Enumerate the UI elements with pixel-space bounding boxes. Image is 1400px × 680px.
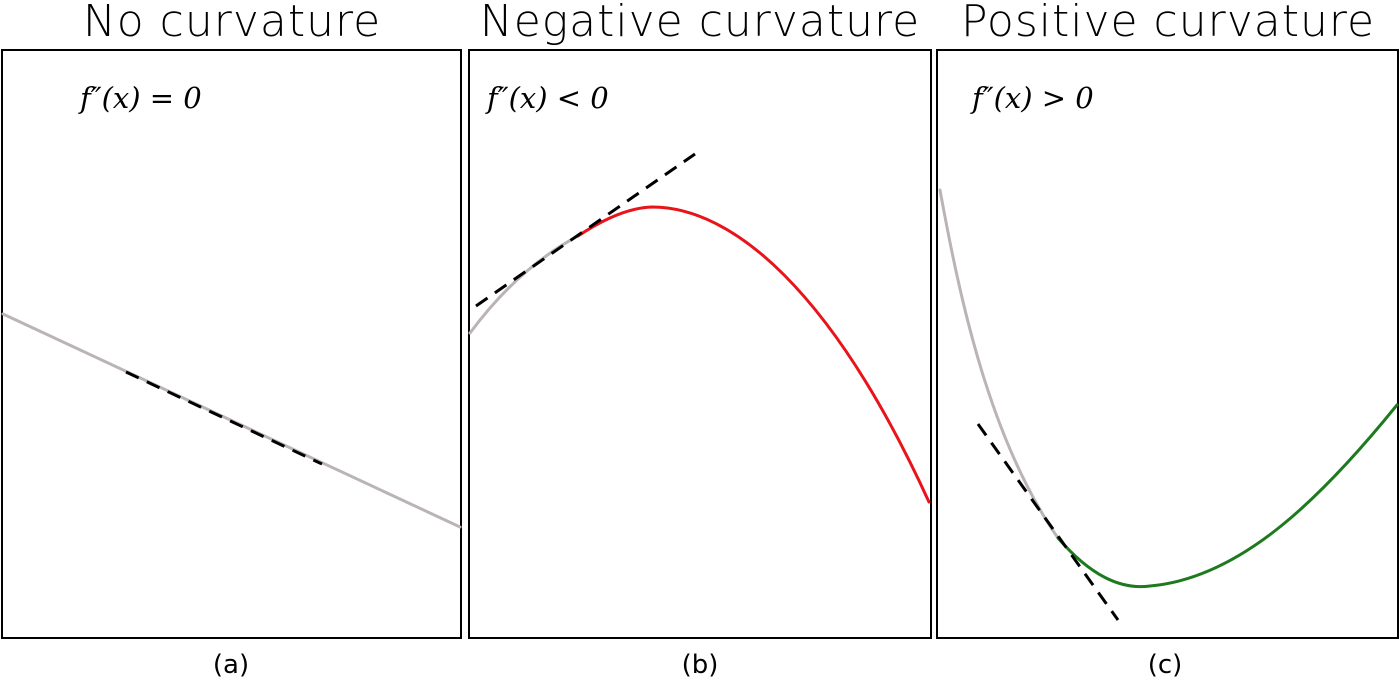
panel-b-condition: f″(x) < 0 — [485, 81, 609, 115]
panel-c-curve-gray — [938, 188, 1060, 540]
panel-a-condition: f″(x) = 0 — [78, 81, 202, 115]
panel-c-condition: f″(x) > 0 — [970, 81, 1094, 115]
panel-a-caption: (a) — [213, 650, 249, 680]
panel-b-title: Negative curvature — [480, 0, 920, 47]
panel-a-title: No curvature — [83, 0, 381, 47]
panel-c-curve-green — [1056, 403, 1399, 589]
panel-b-curve-red — [576, 205, 931, 504]
panel-b-frame — [468, 49, 932, 639]
panel-c-tangent — [976, 423, 1120, 621]
panel-c: Positive curvature f″(x) > 0 (c) — [936, 0, 1399, 680]
panel-c-title: Positive curvature — [961, 0, 1375, 47]
panel-c-frame — [936, 49, 1399, 639]
panel-a-frame — [1, 49, 462, 639]
panel-a: No curvature f″(x) = 0 (a) — [1, 0, 462, 680]
panel-c-caption: (c) — [1148, 650, 1183, 680]
panel-b-caption: (b) — [682, 650, 719, 680]
panel-b: Negative curvature f″(x) < 0 (b) — [468, 0, 932, 680]
panel-a-tangent — [125, 370, 323, 466]
